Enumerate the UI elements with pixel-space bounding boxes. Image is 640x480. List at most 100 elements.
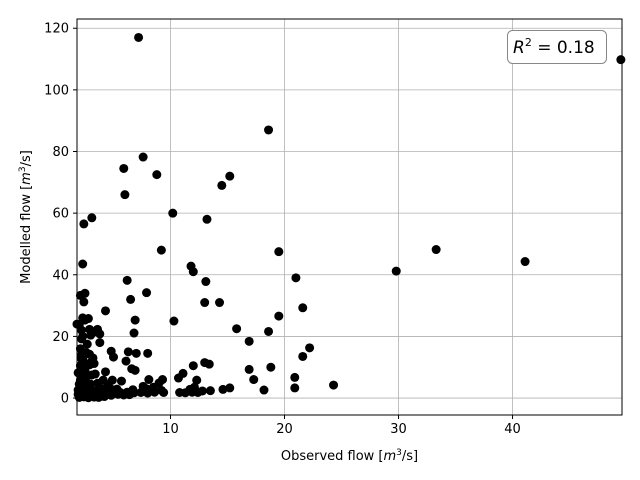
data-point xyxy=(119,163,129,173)
axis-ticks: 10 20 30 40 0 20 40 60 80 100 120 xyxy=(44,22,521,437)
data-point xyxy=(204,359,214,369)
x-axis-label-unit: m xyxy=(384,449,397,464)
data-point xyxy=(116,376,126,386)
data-point xyxy=(329,380,339,390)
data-point xyxy=(90,369,100,379)
x-tick-label: 20 xyxy=(276,422,293,437)
data-point xyxy=(215,298,225,308)
grid xyxy=(77,19,622,415)
data-point xyxy=(232,324,242,334)
data-point xyxy=(143,348,153,358)
data-point xyxy=(150,387,160,397)
x-axis-label-tail: /s] xyxy=(402,449,418,464)
x-tick-label: 40 xyxy=(504,422,521,437)
data-point xyxy=(291,273,301,283)
data-points xyxy=(72,32,626,403)
data-point xyxy=(249,375,259,385)
y-axis-label-exp: 3 xyxy=(18,166,28,172)
y-axis-label-unit: m xyxy=(19,172,34,185)
data-point xyxy=(95,338,105,348)
x-tick-label: 10 xyxy=(162,422,179,437)
data-point xyxy=(138,152,148,162)
data-point xyxy=(188,267,198,277)
data-point xyxy=(201,277,211,287)
data-point xyxy=(391,266,401,276)
r2-box xyxy=(507,30,607,64)
data-point xyxy=(88,353,98,363)
y-tick-label: 40 xyxy=(52,268,69,283)
data-point xyxy=(120,190,130,200)
data-point xyxy=(78,259,88,269)
r2-symbol: R xyxy=(513,38,525,58)
data-point xyxy=(77,334,87,344)
data-point xyxy=(121,356,131,366)
data-point xyxy=(264,125,274,135)
data-point xyxy=(193,388,203,398)
data-point xyxy=(264,326,274,336)
r2-exponent: 2 xyxy=(525,36,532,49)
data-point xyxy=(192,375,202,385)
data-point xyxy=(144,375,154,385)
data-point xyxy=(217,180,227,190)
y-tick-label: 60 xyxy=(52,207,69,222)
data-point xyxy=(126,294,136,304)
data-point xyxy=(616,55,626,65)
data-point xyxy=(101,306,111,316)
data-point xyxy=(131,348,141,358)
data-point xyxy=(142,288,152,298)
data-point xyxy=(225,171,235,181)
data-point xyxy=(79,297,89,307)
data-point xyxy=(136,388,146,398)
data-point xyxy=(159,388,169,398)
plot-frame xyxy=(76,18,623,416)
x-axis-label: Observed flow [m3/s] xyxy=(281,448,418,464)
data-point xyxy=(95,329,105,339)
y-tick-label: 20 xyxy=(52,330,69,345)
data-point xyxy=(73,385,83,395)
y-axis-label-tail: /s] xyxy=(19,150,34,166)
y-tick-label: 100 xyxy=(44,83,69,98)
data-point xyxy=(108,352,118,362)
data-point xyxy=(85,360,95,370)
data-point xyxy=(305,343,315,353)
data-point xyxy=(173,373,183,383)
data-point xyxy=(77,325,87,335)
data-point xyxy=(431,245,441,255)
data-point xyxy=(87,213,97,223)
data-point xyxy=(188,361,198,371)
data-point xyxy=(82,339,92,349)
y-tick-label: 80 xyxy=(52,145,69,160)
data-point xyxy=(99,392,109,402)
data-point xyxy=(156,245,166,255)
data-point xyxy=(259,385,269,395)
data-point xyxy=(180,388,190,398)
data-point xyxy=(169,316,179,326)
data-point xyxy=(274,311,284,321)
data-point xyxy=(298,351,308,361)
x-axis-label-main: Observed flow [ xyxy=(281,449,384,464)
data-point xyxy=(93,378,103,388)
data-point xyxy=(520,257,530,267)
data-point xyxy=(130,315,140,325)
data-point xyxy=(129,328,139,338)
data-point xyxy=(130,365,140,375)
data-point xyxy=(101,367,111,377)
x-axis-label-exp: 3 xyxy=(396,448,402,458)
data-point xyxy=(123,347,133,357)
data-point xyxy=(202,214,212,224)
y-tick-label: 120 xyxy=(44,22,69,37)
data-point xyxy=(274,247,284,257)
data-point xyxy=(81,372,91,382)
data-point xyxy=(77,354,87,364)
data-point xyxy=(290,372,300,382)
r2-annotation: R2 = 0.18 xyxy=(507,30,607,64)
data-point xyxy=(106,390,116,400)
data-point xyxy=(79,219,89,229)
data-point xyxy=(225,383,235,393)
data-point xyxy=(266,362,276,372)
y-axis-label-main: Modelled flow [ xyxy=(19,185,34,284)
data-point xyxy=(244,364,254,374)
data-point xyxy=(290,383,300,393)
y-axis-label: Modelled flow [m3/s] xyxy=(18,150,34,284)
